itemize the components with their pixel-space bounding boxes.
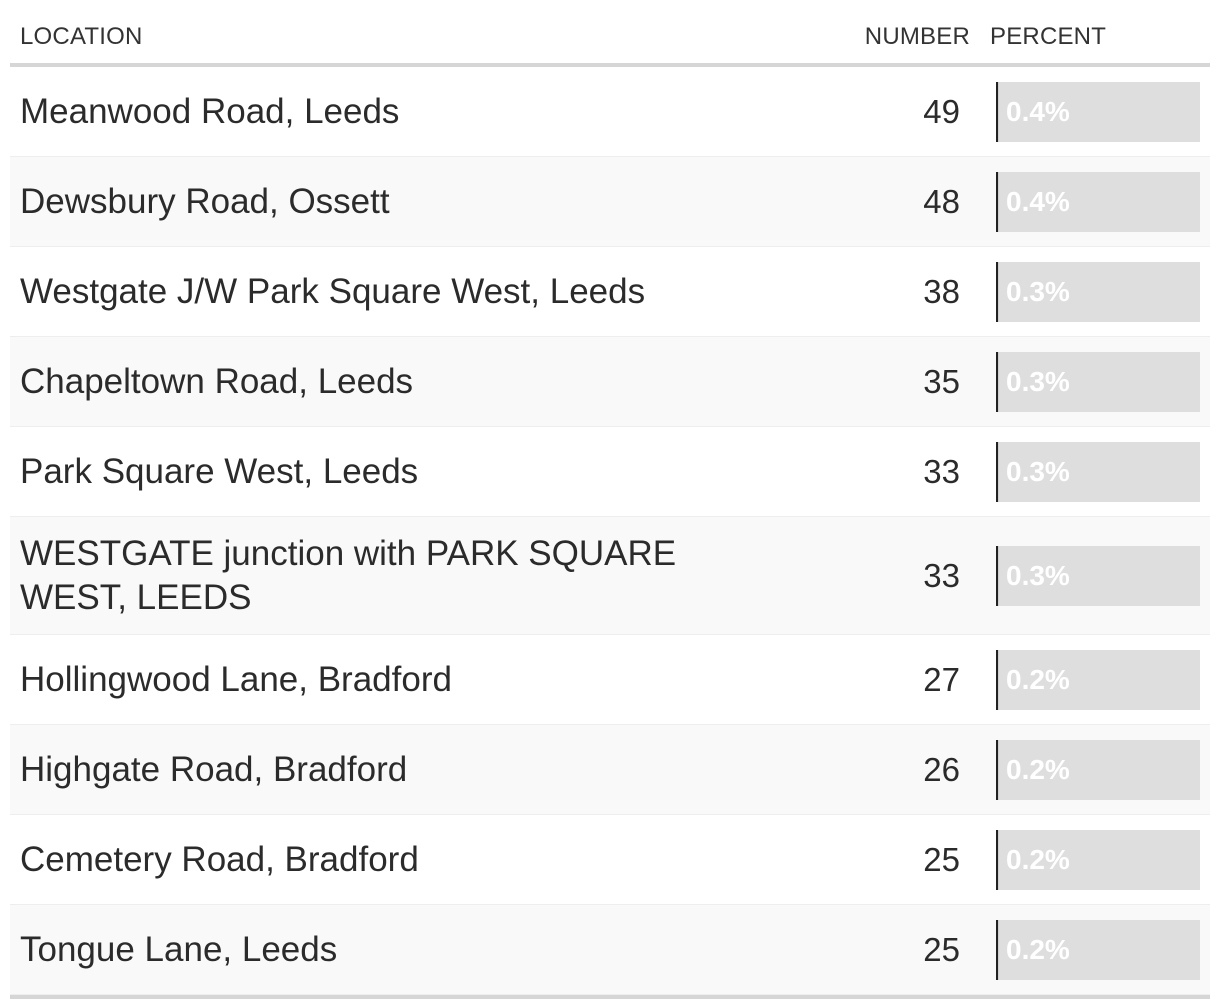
number-cell: 33 (923, 452, 960, 490)
percent-bar: 0.2% (996, 739, 1200, 800)
location-cell: Hollingwood Lane, Bradford (20, 659, 452, 699)
column-header-number[interactable]: NUMBER (864, 23, 970, 50)
number-cell: 27 (923, 660, 960, 698)
table-row: Chapeltown Road, Leeds 35 0.3% (10, 337, 1210, 427)
table-row: Park Square West, Leeds 33 0.3% (10, 427, 1210, 517)
number-cell: 48 (923, 182, 960, 220)
table-footer-rule (10, 995, 1210, 999)
percent-bar-fill (998, 261, 999, 322)
percent-cell: 0.2% (960, 739, 1210, 800)
table-header: LOCATION NUMBER PERCENT (10, 0, 1210, 67)
percent-label: 0.2% (1006, 753, 1070, 785)
location-cell: Dewsbury Road, Ossett (20, 181, 390, 221)
table-row: Hollingwood Lane, Bradford 27 0.2% (10, 635, 1210, 725)
percent-bar-fill (998, 351, 999, 412)
percent-bar: 0.2% (996, 829, 1200, 890)
table-body: Meanwood Road, Leeds 49 0.4% Dewsbury Ro… (10, 67, 1210, 995)
percent-bar: 0.3% (996, 441, 1200, 502)
percent-label: 0.2% (1006, 843, 1070, 875)
percent-label: 0.3% (1006, 455, 1070, 487)
percent-label: 0.3% (1006, 365, 1070, 397)
table-row: Dewsbury Road, Ossett 48 0.4% (10, 157, 1210, 247)
location-cell: Highgate Road, Bradford (20, 749, 408, 789)
number-cell: 35 (923, 362, 960, 400)
table-row: Westgate J/W Park Square West, Leeds 38 … (10, 247, 1210, 337)
location-cell: Chapeltown Road, Leeds (20, 361, 414, 401)
location-cell: Meanwood Road, Leeds (20, 91, 400, 131)
location-cell: WESTGATE junction with PARK SQUARE WEST,… (20, 533, 677, 617)
percent-bar: 0.2% (996, 919, 1200, 980)
percent-label: 0.3% (1006, 559, 1070, 591)
percent-bar: 0.2% (996, 649, 1200, 710)
percent-cell: 0.3% (960, 441, 1210, 502)
percent-label: 0.2% (1006, 933, 1070, 965)
location-cell: Park Square West, Leeds (20, 451, 419, 491)
percent-bar: 0.4% (996, 81, 1200, 142)
percent-bar-fill (998, 81, 999, 142)
table-row: Tongue Lane, Leeds 25 0.2% (10, 905, 1210, 995)
table-row: Meanwood Road, Leeds 49 0.4% (10, 67, 1210, 157)
percent-bar-fill (998, 545, 999, 606)
percent-bar: 0.3% (996, 351, 1200, 412)
percent-cell: 0.2% (960, 649, 1210, 710)
percent-bar: 0.3% (996, 261, 1200, 322)
percent-cell: 0.3% (960, 545, 1210, 606)
locations-table: LOCATION NUMBER PERCENT Meanwood Road, L… (10, 0, 1210, 999)
percent-cell: 0.4% (960, 81, 1210, 142)
table-row: WESTGATE junction with PARK SQUARE WEST,… (10, 517, 1210, 635)
percent-cell: 0.3% (960, 261, 1210, 322)
location-cell: Tongue Lane, Leeds (20, 929, 338, 969)
number-cell: 25 (923, 840, 960, 878)
percent-label: 0.4% (1006, 185, 1070, 217)
table-row: Highgate Road, Bradford 26 0.2% (10, 725, 1210, 815)
percent-cell: 0.2% (960, 919, 1210, 980)
number-cell: 38 (923, 272, 960, 310)
percent-cell: 0.4% (960, 171, 1210, 232)
location-cell: Westgate J/W Park Square West, Leeds (20, 271, 646, 311)
number-cell: 25 (923, 930, 960, 968)
location-cell: Cemetery Road, Bradford (20, 839, 419, 879)
table-row: Cemetery Road, Bradford 25 0.2% (10, 815, 1210, 905)
percent-label: 0.2% (1006, 663, 1070, 695)
column-header-location[interactable]: LOCATION (20, 23, 143, 50)
percent-bar: 0.4% (996, 171, 1200, 232)
percent-cell: 0.3% (960, 351, 1210, 412)
number-cell: 33 (923, 556, 960, 594)
percent-label: 0.4% (1006, 95, 1070, 127)
percent-bar: 0.3% (996, 545, 1200, 606)
percent-label: 0.3% (1006, 275, 1070, 307)
percent-bar-fill (998, 171, 999, 232)
percent-cell: 0.2% (960, 829, 1210, 890)
number-cell: 26 (923, 750, 960, 788)
percent-bar-fill (998, 441, 999, 502)
number-cell: 49 (923, 92, 960, 130)
column-header-percent[interactable]: PERCENT (990, 23, 1107, 50)
